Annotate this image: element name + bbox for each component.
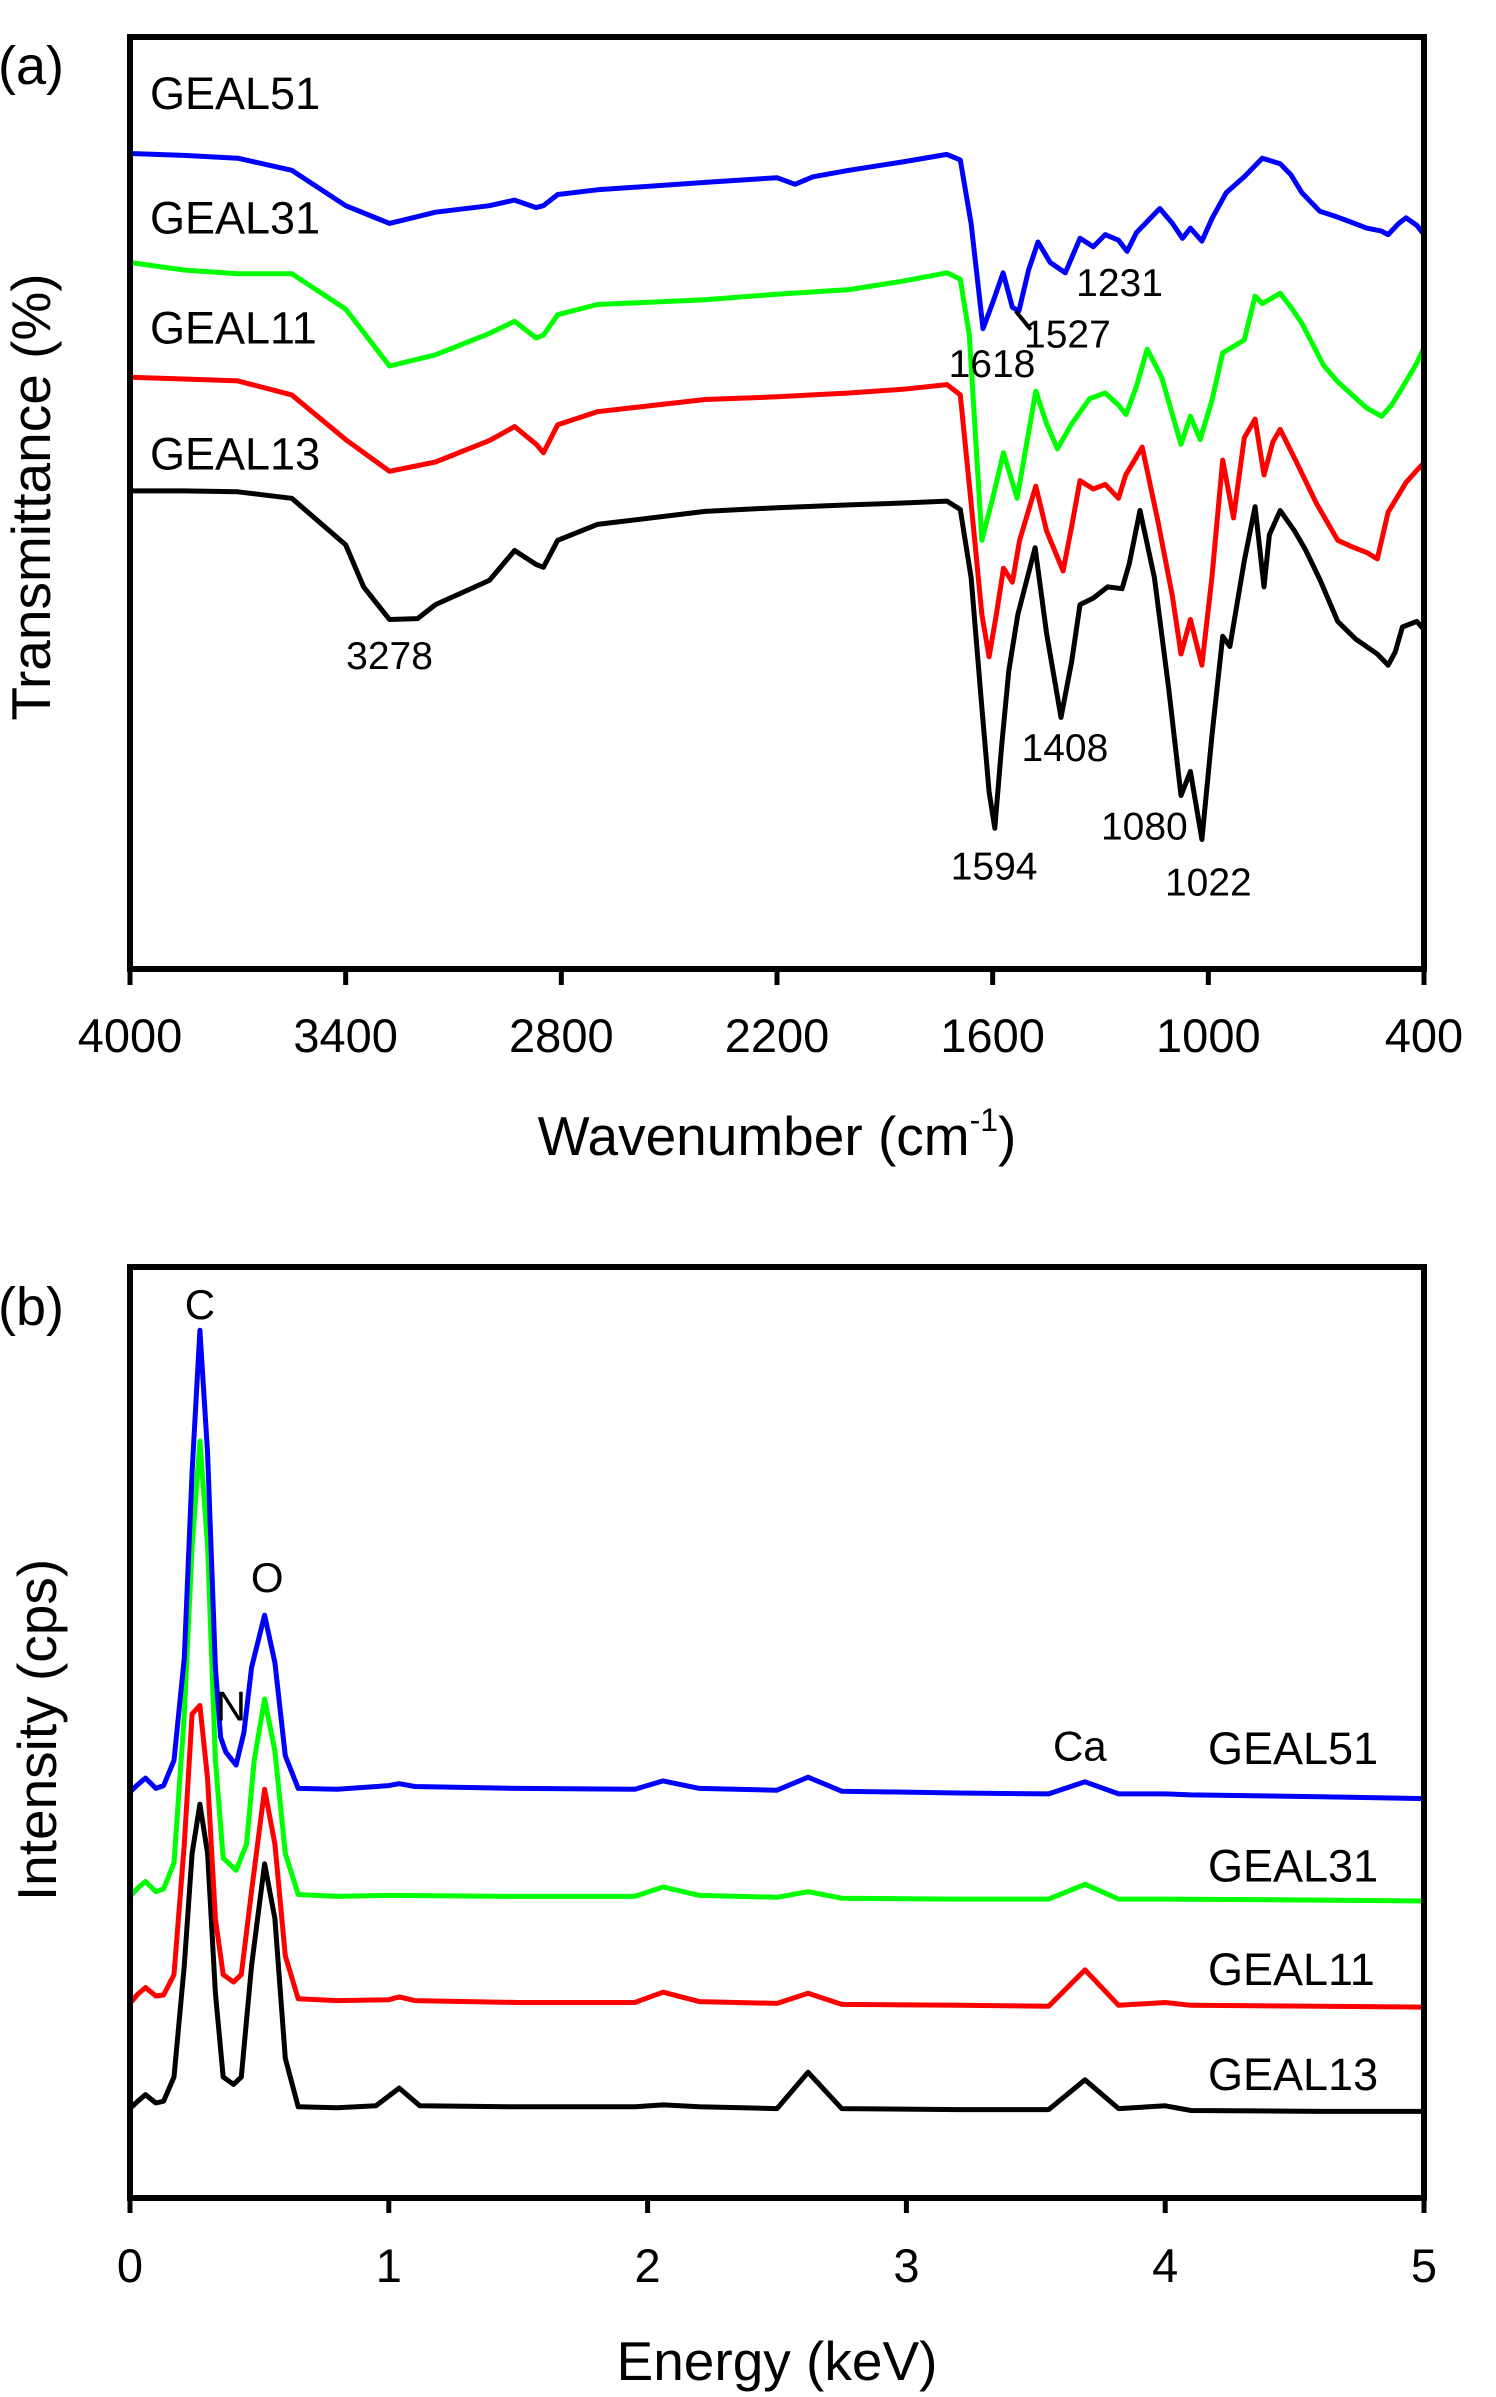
peak-label-1231: 1231 [1076,262,1163,305]
series-label-geal51: GEAL51 [1208,1723,1378,1774]
series-line-geal51 [127,151,1427,332]
ftir-xlabel-suffix: ) [998,1105,1016,1167]
series-label-geal31: GEAL31 [150,193,320,244]
ftir-series-labels: GEAL51 GEAL31 GEAL11 GEAL13 [150,68,320,480]
x-tick-label: 400 [1385,1009,1463,1062]
element-label-ca: Ca [1053,1722,1107,1769]
element-label-c: C [185,1281,215,1328]
series-line-geal11 [127,374,1427,668]
x-tick-label: 3400 [293,1009,398,1062]
x-tick-label: 5 [1411,2239,1437,2292]
eds-series-labels: GEAL51 GEAL31 GEAL11 GEAL13 [1208,1723,1378,2100]
peak-label-1080: 1080 [1101,805,1188,848]
ftir-panel: (a) GEAL51 GEAL31 GEAL11 GEAL13 3278 1618152… [0,34,1463,1167]
series-line-geal31 [127,260,1427,543]
eds-x-axis-title: Energy (keV) [617,2330,938,2392]
peak-label-1022: 1022 [1165,861,1252,904]
eds-panel: (b) GEAL51 GEAL31 GEAL11 GEAL13 C N O Ca 0 1 2 3 4… [0,1264,1437,2392]
series-line-geal13 [127,1801,1427,2114]
series-line-geal13 [127,488,1427,842]
series-label-geal11: GEAL11 [150,303,317,354]
peak-label-1618: 1618 [949,343,1036,386]
x-tick-label: 3 [893,2239,919,2292]
series-line-geal51 [127,1327,1427,1802]
eds-traces [127,1327,1427,2114]
x-tick-label: 4000 [78,1009,183,1062]
ftir-y-axis-title: Transmittance (%) [0,273,62,720]
x-tick-label: 1 [376,2239,402,2292]
peak-label-3278: 3278 [346,635,433,678]
series-label-geal13: GEAL13 [1208,2049,1378,2100]
x-tick-label: 4 [1152,2239,1178,2292]
series-label-geal31: GEAL31 [1208,1840,1378,1891]
series-label-geal51: GEAL51 [150,68,320,119]
eds-plot-frame [127,1264,1427,2201]
eds-x-ticks: 0 1 2 3 4 5 [117,2198,1437,2292]
ftir-xlabel-main: Wavenumber (cm [538,1105,970,1167]
x-tick-label: 2800 [509,1009,614,1062]
eds-element-annotations: C N O Ca [185,1281,1108,1769]
series-line-geal31 [127,1438,1427,1904]
ftir-xlabel-superscript: -1 [970,1102,998,1138]
series-label-geal11: GEAL11 [1208,1944,1375,1995]
element-label-n: N [216,1682,246,1729]
series-label-geal13: GEAL13 [150,428,320,479]
x-tick-label: 1600 [940,1009,1045,1062]
element-label-o: O [251,1554,284,1601]
series-line-geal11 [127,1703,1427,2010]
x-tick-label: 2200 [725,1009,830,1062]
peak-label-1527: 1527 [1024,313,1111,356]
x-tick-label: 0 [117,2239,143,2292]
ftir-x-ticks: 4000 3400 2800 2200 1600 1000 400 [78,969,1463,1062]
panel-label-a: (a) [0,36,64,96]
ftir-x-axis-title: Wavenumber (cm-1) [538,1102,1017,1167]
eds-y-axis-title: Intensity (cps) [6,1559,68,1901]
annotation-leader-line [1014,309,1033,331]
peak-label-1408: 1408 [1022,727,1109,770]
peak-label-1594: 1594 [951,846,1038,889]
x-tick-label: 1000 [1156,1009,1261,1062]
panel-label-b: (b) [0,1277,64,1337]
ftir-traces [127,151,1427,842]
x-tick-label: 2 [635,2239,661,2292]
